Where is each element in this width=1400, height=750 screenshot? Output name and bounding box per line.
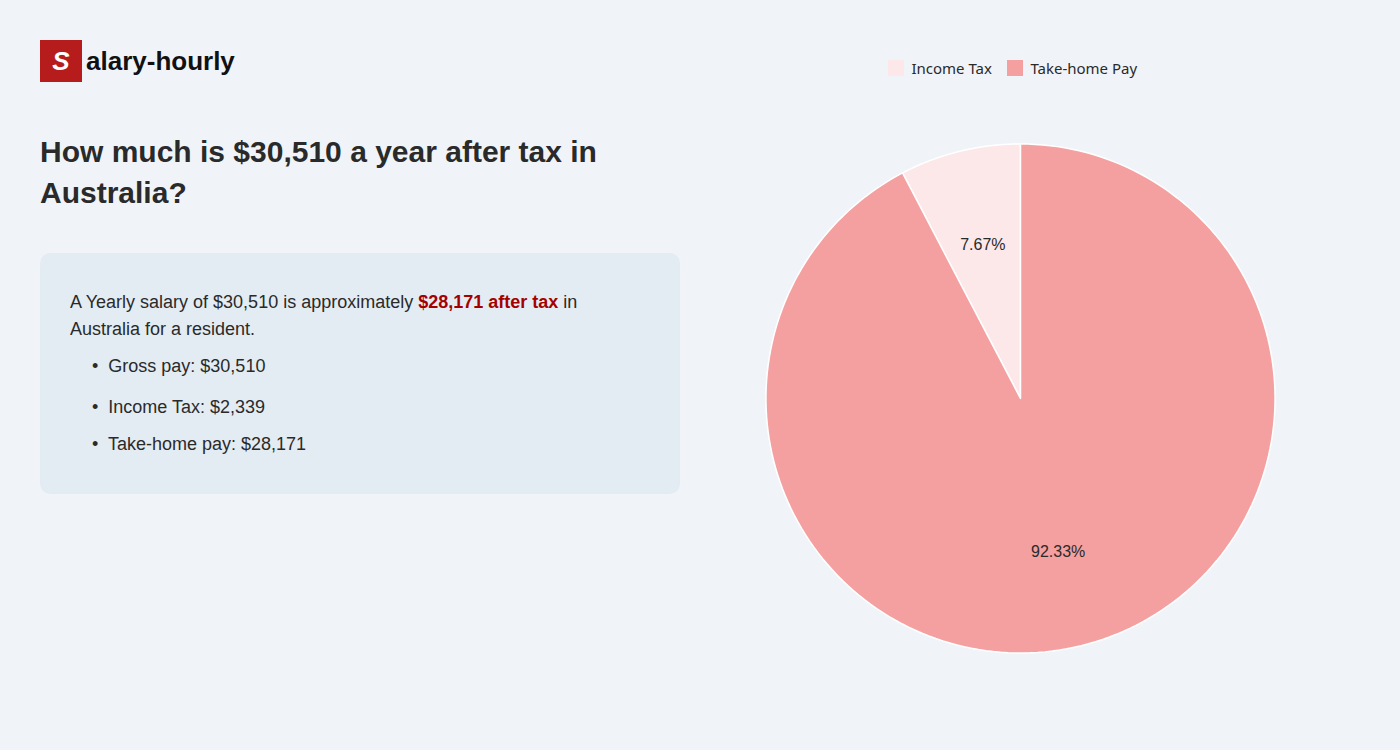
html-text:Take-home Pay: Take-home Pay [1030, 58, 1138, 79]
html-text:A Yearly salary of $30,510 is: A Yearly salary of $30,510 is approximat… [70, 292, 578, 312]
svg-text:92.33%: 92.33% [1031, 543, 1085, 560]
html-text:How much is $30,510 a year aft: How much is $30,510 a year after tax in … [40, 135, 597, 209]
html-text:Income Tax: Income Tax [911, 58, 992, 79]
svg-text:7.67%: 7.67% [960, 237, 1005, 254]
html-text:• Take-home pay: $28,171: • Take-home pay: $28,171 [92, 434, 307, 454]
html-text:Australia for a resident.: Australia for a resident. [70, 319, 256, 339]
html-text:S: S [52, 45, 70, 76]
html-text:• Gross pay: $30,510: • Gross pay: $30,510 [92, 356, 266, 376]
html-text:• Income Tax: $2,339: • Income Tax: $2,339 [92, 397, 266, 417]
html-text:alary-hourly: alary-hourly [86, 45, 235, 76]
